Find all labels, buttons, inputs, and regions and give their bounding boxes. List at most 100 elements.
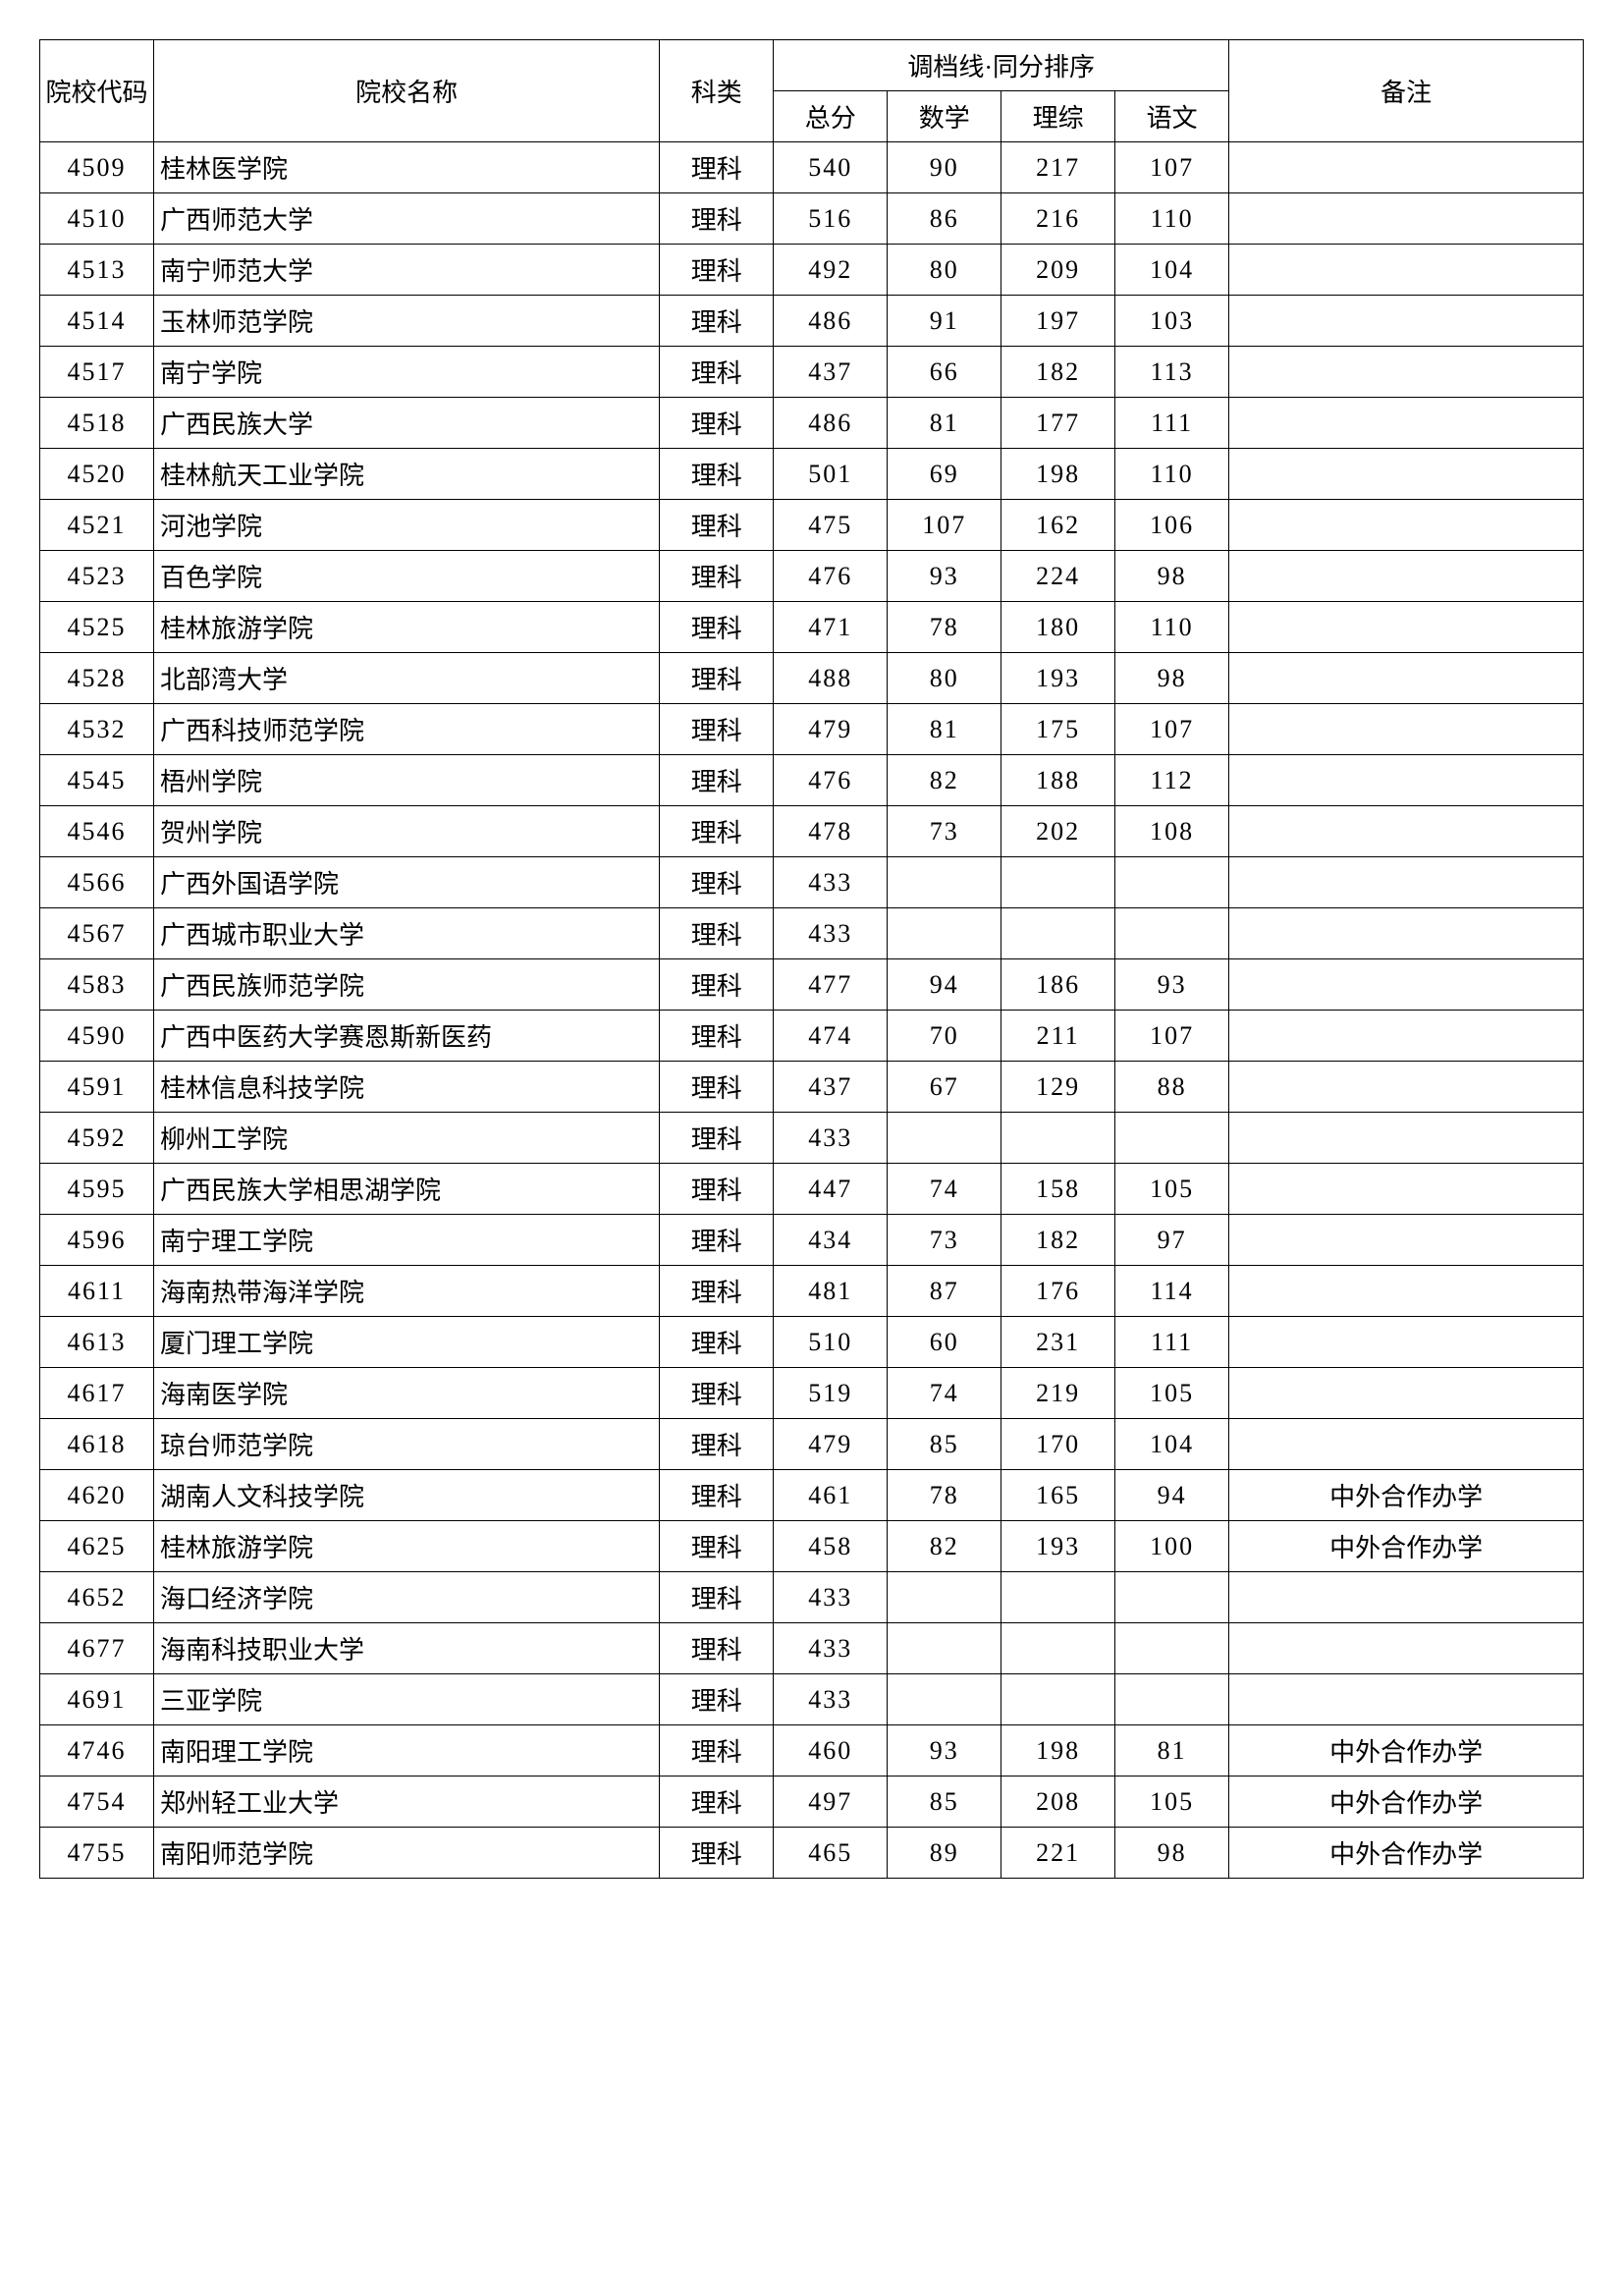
table-row: 4618琼台师范学院理科47985170104 xyxy=(40,1419,1584,1470)
table-cell: 492 xyxy=(774,245,888,296)
header-score-group: 调档线·同分排序 xyxy=(774,40,1229,91)
table-cell: 理科 xyxy=(660,755,774,806)
table-cell: 100 xyxy=(1115,1521,1229,1572)
table-cell: 4625 xyxy=(40,1521,154,1572)
table-cell: 4528 xyxy=(40,653,154,704)
table-cell: 198 xyxy=(1001,449,1115,500)
table-row: 4691三亚学院理科433 xyxy=(40,1674,1584,1725)
table-cell: 105 xyxy=(1115,1368,1229,1419)
table-cell: 461 xyxy=(774,1470,888,1521)
table-cell: 176 xyxy=(1001,1266,1115,1317)
table-cell xyxy=(888,1674,1001,1725)
table-cell xyxy=(1115,1113,1229,1164)
table-cell: 玉林师范学院 xyxy=(153,296,659,347)
table-cell: 97 xyxy=(1115,1215,1229,1266)
table-row: 4521河池学院理科475107162106 xyxy=(40,500,1584,551)
table-cell: 理科 xyxy=(660,1521,774,1572)
table-row: 4617海南医学院理科51974219105 xyxy=(40,1368,1584,1419)
table-cell: 224 xyxy=(1001,551,1115,602)
table-cell xyxy=(1229,245,1584,296)
table-cell: 理科 xyxy=(660,1368,774,1419)
table-cell: 理科 xyxy=(660,142,774,193)
table-cell: 理科 xyxy=(660,857,774,908)
table-cell xyxy=(1229,347,1584,398)
table-row: 4518广西民族大学理科48681177111 xyxy=(40,398,1584,449)
table-row: 4510广西师范大学理科51686216110 xyxy=(40,193,1584,245)
table-row: 4746南阳理工学院理科4609319881中外合作办学 xyxy=(40,1725,1584,1777)
table-cell xyxy=(1229,1317,1584,1368)
table-row: 4620湖南人文科技学院理科4617816594中外合作办学 xyxy=(40,1470,1584,1521)
table-cell: 103 xyxy=(1115,296,1229,347)
table-cell: 433 xyxy=(774,908,888,959)
table-cell: 理科 xyxy=(660,1674,774,1725)
table-cell: 433 xyxy=(774,1674,888,1725)
header-subject: 科类 xyxy=(660,40,774,142)
table-cell: 216 xyxy=(1001,193,1115,245)
table-cell xyxy=(1115,1572,1229,1623)
table-row: 4754郑州轻工业大学理科49785208105中外合作办学 xyxy=(40,1777,1584,1828)
table-cell: 107 xyxy=(1115,1011,1229,1062)
table-cell: 4521 xyxy=(40,500,154,551)
table-cell: 186 xyxy=(1001,959,1115,1011)
table-cell: 82 xyxy=(888,755,1001,806)
table-cell xyxy=(1229,551,1584,602)
table-cell xyxy=(1001,1113,1115,1164)
table-cell: 486 xyxy=(774,296,888,347)
table-cell: 434 xyxy=(774,1215,888,1266)
table-cell: 81 xyxy=(888,398,1001,449)
table-cell: 理科 xyxy=(660,245,774,296)
table-cell: 87 xyxy=(888,1266,1001,1317)
table-cell: 94 xyxy=(1115,1470,1229,1521)
table-cell: 93 xyxy=(1115,959,1229,1011)
table-cell xyxy=(1115,1623,1229,1674)
table-cell: 郑州轻工业大学 xyxy=(153,1777,659,1828)
table-cell: 4523 xyxy=(40,551,154,602)
table-cell: 85 xyxy=(888,1419,1001,1470)
table-cell: 4510 xyxy=(40,193,154,245)
table-cell: 510 xyxy=(774,1317,888,1368)
table-cell: 南阳师范学院 xyxy=(153,1828,659,1879)
table-cell: 107 xyxy=(1115,142,1229,193)
table-cell: 465 xyxy=(774,1828,888,1879)
table-cell: 理科 xyxy=(660,398,774,449)
table-cell xyxy=(1229,602,1584,653)
table-cell: 理科 xyxy=(660,1062,774,1113)
table-cell: 81 xyxy=(1115,1725,1229,1777)
table-cell: 476 xyxy=(774,551,888,602)
table-cell xyxy=(1229,1368,1584,1419)
table-cell: 理科 xyxy=(660,296,774,347)
table-cell: 90 xyxy=(888,142,1001,193)
table-cell: 193 xyxy=(1001,1521,1115,1572)
table-cell: 4518 xyxy=(40,398,154,449)
table-container: 院校代码 院校名称 科类 调档线·同分排序 备注 总分 数学 理综 语文 450… xyxy=(39,39,1584,1879)
table-cell: 447 xyxy=(774,1164,888,1215)
table-row: 4595广西民族大学相思湖学院理科44774158105 xyxy=(40,1164,1584,1215)
table-cell: 4567 xyxy=(40,908,154,959)
table-cell: 4613 xyxy=(40,1317,154,1368)
table-row: 4513南宁师范大学理科49280209104 xyxy=(40,245,1584,296)
table-cell: 85 xyxy=(888,1777,1001,1828)
table-cell: 182 xyxy=(1001,1215,1115,1266)
table-cell: 479 xyxy=(774,704,888,755)
table-row: 4590广西中医药大学赛恩斯新医药理科47470211107 xyxy=(40,1011,1584,1062)
table-cell xyxy=(1229,806,1584,857)
table-cell: 94 xyxy=(888,959,1001,1011)
table-cell: 广西中医药大学赛恩斯新医药 xyxy=(153,1011,659,1062)
table-cell: 理科 xyxy=(660,908,774,959)
table-cell: 211 xyxy=(1001,1011,1115,1062)
table-cell: 433 xyxy=(774,857,888,908)
table-cell xyxy=(1229,959,1584,1011)
header-comprehensive: 理综 xyxy=(1001,91,1115,142)
table-cell: 486 xyxy=(774,398,888,449)
table-row: 4546贺州学院理科47873202108 xyxy=(40,806,1584,857)
table-cell: 475 xyxy=(774,500,888,551)
table-row: 4517南宁学院理科43766182113 xyxy=(40,347,1584,398)
table-cell: 193 xyxy=(1001,653,1115,704)
table-cell: 177 xyxy=(1001,398,1115,449)
table-cell: 110 xyxy=(1115,449,1229,500)
table-cell: 111 xyxy=(1115,1317,1229,1368)
table-cell: 197 xyxy=(1001,296,1115,347)
table-cell: 91 xyxy=(888,296,1001,347)
table-cell: 桂林航天工业学院 xyxy=(153,449,659,500)
table-cell: 4590 xyxy=(40,1011,154,1062)
